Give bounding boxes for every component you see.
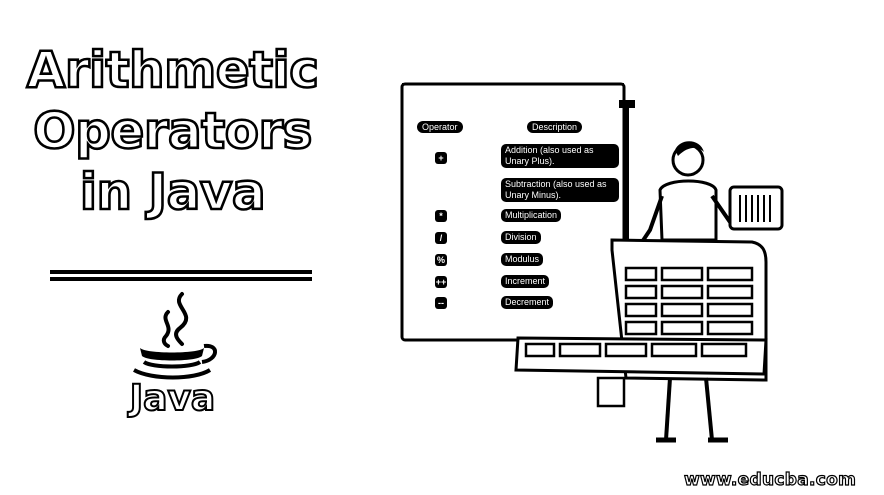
title-line-3: in Java	[79, 162, 267, 223]
header-description: Description	[527, 121, 583, 133]
operator-description: Multiplication	[501, 209, 562, 222]
site-url: www.educba.com	[683, 469, 857, 490]
operator-description: Modulus	[501, 253, 544, 266]
operator-description: Addition (also used as Unary Plus).	[501, 144, 619, 168]
operator-description: Decrement	[501, 296, 554, 309]
operator-symbol-modulus: %	[435, 254, 447, 266]
operator-description: Division	[501, 231, 541, 244]
page-title: Arithmetic Operators in Java	[20, 40, 325, 223]
operator-symbol-increment: ++	[435, 276, 447, 288]
operator-symbol-plus: +	[435, 152, 447, 164]
title-line-2: Operators	[32, 101, 314, 162]
operator-description: Subtraction (also used as Unary Minus).	[501, 178, 619, 202]
operator-symbol-multiply: *	[435, 210, 447, 222]
operator-description: Increment	[501, 275, 550, 288]
java-logo-word: Java	[129, 377, 216, 420]
operators-table: Operator Description + Addition (also us…	[405, 86, 623, 338]
title-divider-top	[50, 270, 312, 274]
operator-symbol-divide: /	[435, 232, 447, 244]
operator-symbol-decrement: --	[435, 297, 447, 309]
header-operator: Operator	[417, 121, 463, 133]
title-line-1: Arithmetic	[25, 40, 320, 101]
title-divider-bottom	[50, 277, 312, 281]
java-coffee-cup-icon	[133, 292, 217, 380]
